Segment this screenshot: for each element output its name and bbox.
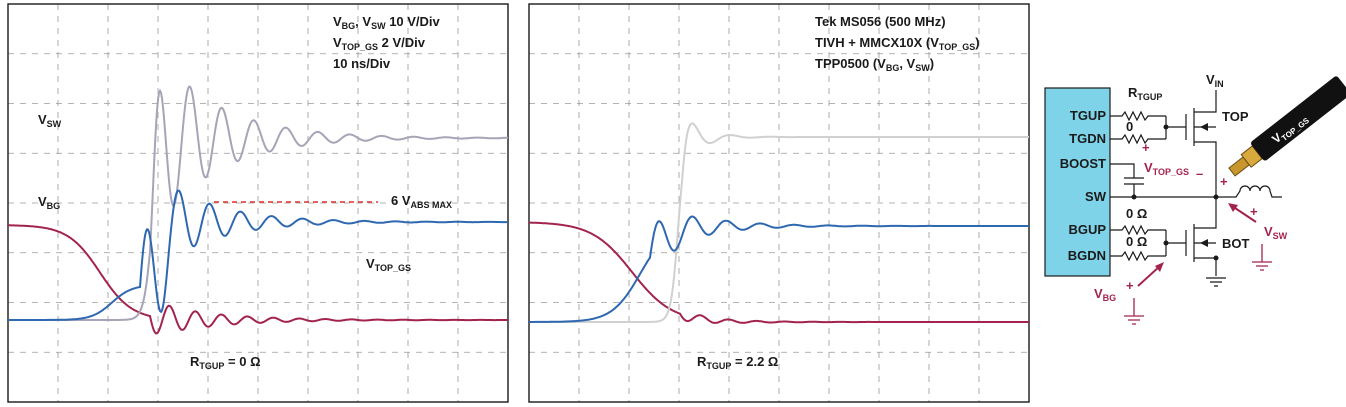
left-label-vbg: VBG [38, 194, 60, 211]
vbg-probe-arrowhead [1155, 262, 1164, 272]
left-rtgup-label: RTGUP = 0 Ω [190, 354, 261, 371]
schematic: TGUP TGDN BOOST SW BGUP BGDN RTGUP 0 TOP… [1044, 72, 1346, 325]
vbg-probe-arrow [1137, 265, 1161, 287]
top-gate-dot [1163, 124, 1169, 130]
left-setting-1: VBG, VSW 10 V/Div [333, 14, 441, 31]
vsw-probe-arrow [1231, 205, 1257, 223]
right-scope-panel: Tek MS056 (500 MHz) TIVH + MMCX10X (VTOP… [528, 3, 1030, 403]
pin-bgdn: BGDN [1068, 248, 1106, 263]
right-scope-grid [529, 4, 1029, 402]
sw-dot-a [1131, 194, 1137, 200]
left-vbg-trace [8, 224, 508, 335]
rtgup-label: RTGUP [1128, 85, 1162, 102]
pin-boost: BOOST [1060, 156, 1106, 171]
vsw-ground [1252, 244, 1272, 271]
top-fet [1185, 90, 1217, 195]
vbg-schem-label: VBG [1094, 286, 1116, 303]
left-label-vsw: VSW [38, 112, 62, 129]
bottom-gate-dot [1163, 240, 1169, 246]
abs-max-label: 6 VABS MAX [391, 193, 452, 210]
vbg-ground [1124, 298, 1144, 325]
bottom-fet [1185, 197, 1217, 276]
probe-plus: + [1220, 174, 1228, 189]
vtop-gs-minus: – [1196, 166, 1203, 181]
right-rtgup-label: RTGUP = 2.2 Ω [697, 354, 778, 371]
mmcx-probe: VTOP_GS [1228, 76, 1346, 177]
right-scope-frame [528, 3, 1030, 403]
right-setting-1: Tek MS056 (500 MHz) [815, 14, 946, 29]
top-fet-arrow [1200, 123, 1208, 131]
driver-ic-block [1044, 87, 1111, 277]
pin-tgdn: TGDN [1069, 131, 1106, 146]
right-setting-2: TIVH + MMCX10X (VTOP_GS) [815, 35, 980, 52]
right-vsw-trace [529, 122, 1029, 323]
vsw-schem-label: VSW [1264, 224, 1288, 241]
boost-capacitor [1110, 163, 1144, 197]
tgdn-resistor [1110, 133, 1166, 145]
pin-sw: SW [1085, 189, 1107, 204]
pin-bgup: BGUP [1068, 222, 1106, 237]
left-vsw-trace [8, 85, 508, 321]
vin-label: VIN [1206, 72, 1224, 89]
vsw-probe-arrowhead [1228, 203, 1238, 212]
probe-collar [1240, 145, 1263, 168]
left-label-vtop-gs: VTOP_GS [366, 256, 411, 273]
bottom-fet-arrow [1200, 239, 1208, 247]
top-fet-label: TOP [1222, 109, 1249, 124]
vbg-plus: + [1126, 278, 1134, 293]
rtgup-resistor [1110, 110, 1166, 122]
right-setting-3: TPP0500 (VBG, VSW) [815, 56, 934, 73]
left-scope-panel: VBG, VSW 10 V/Div VTOP_GS 2 V/Div 10 ns/… [7, 3, 509, 403]
right-vtop-gs-trace [529, 215, 1029, 323]
sw-node-inductor [1110, 185, 1282, 198]
vtop-gs-label: VTOP_GS [1144, 160, 1189, 177]
bgdn-zero-label: 0 Ω [1126, 234, 1147, 249]
left-vtop-gs-trace [8, 189, 508, 321]
left-setting-3: 10 ns/Div [333, 56, 391, 71]
bot-fet-label: BOT [1222, 236, 1250, 251]
left-setting-2: VTOP_GS 2 V/Div [333, 35, 426, 52]
left-scope-frame [7, 3, 509, 403]
probe-body [1251, 76, 1346, 161]
right-vbg-trace [529, 221, 1029, 324]
pin-tgup: TGUP [1070, 108, 1106, 123]
bottom-source-dot [1213, 255, 1219, 261]
top-gate-node [1165, 116, 1186, 139]
bgup-zero-label: 0 Ω [1126, 206, 1147, 221]
bottom-gate-node [1165, 230, 1186, 256]
bgup-resistor [1110, 224, 1166, 236]
bottom-ground [1206, 277, 1226, 287]
bgdn-resistor [1110, 250, 1166, 262]
vtop-gs-plus: + [1142, 140, 1150, 155]
tgdn-zero-label: 0 [1126, 119, 1133, 134]
vsw-plus: + [1250, 204, 1258, 219]
